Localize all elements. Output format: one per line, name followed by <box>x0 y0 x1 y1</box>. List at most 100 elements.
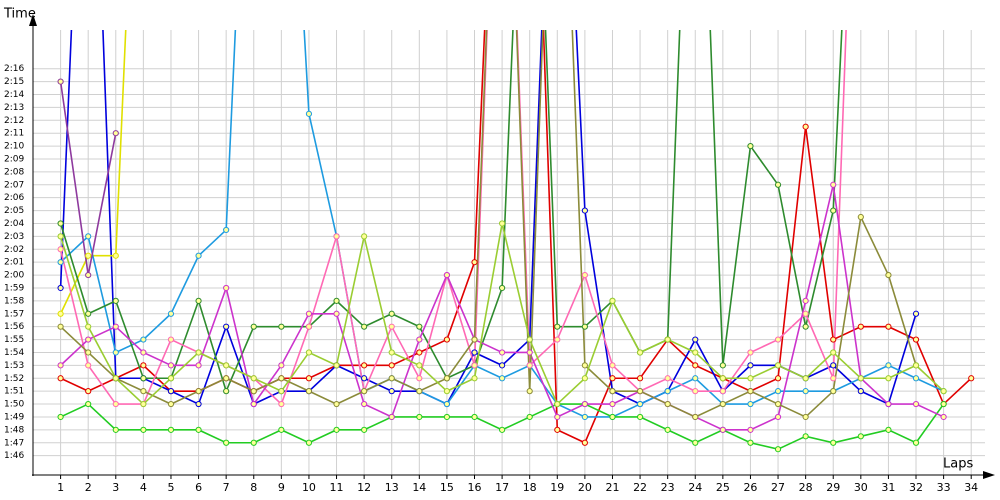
lap-point <box>361 233 368 240</box>
lap-point <box>581 207 588 214</box>
y-tick-label: 2:01 <box>4 258 24 268</box>
lap-point <box>664 426 671 433</box>
lap-point <box>499 426 506 433</box>
lap-point <box>112 400 119 408</box>
y-tick-label: 2:16 <box>4 64 24 74</box>
lap-point <box>471 375 478 382</box>
lap-point <box>719 400 726 408</box>
lap-point <box>719 375 726 382</box>
lap-point <box>305 388 313 395</box>
lap-point <box>140 400 147 408</box>
lap-point <box>581 323 588 330</box>
lap-point <box>333 233 340 240</box>
lap-point <box>581 439 588 446</box>
lap-point <box>167 336 175 343</box>
lap-point <box>581 362 588 369</box>
lap-point <box>692 375 699 382</box>
y-tick-label: 1:47 <box>4 438 24 448</box>
x-tick-label: 20 <box>578 481 592 494</box>
x-tick-label: 8 <box>250 481 257 494</box>
lap-point <box>885 362 892 369</box>
lap-point <box>416 336 423 343</box>
series-line <box>59 30 843 394</box>
lap-point <box>692 336 699 343</box>
lap-point <box>443 388 451 395</box>
lap-point <box>361 323 368 330</box>
lap-point <box>774 362 782 369</box>
x-tick-label: 28 <box>799 481 813 494</box>
lap-point <box>885 323 892 330</box>
lap-point <box>388 310 395 317</box>
lap-point <box>774 388 782 395</box>
lap-point <box>609 297 616 304</box>
lap-point <box>112 426 119 433</box>
x-tick-label: 21 <box>605 481 619 494</box>
lap-point <box>581 400 588 408</box>
lap-point <box>195 388 202 395</box>
y-tick-label: 1:54 <box>4 348 24 358</box>
x-tick-label: 32 <box>909 481 923 494</box>
lap-point <box>112 323 119 330</box>
lap-point <box>195 400 202 408</box>
lap-point <box>85 310 92 317</box>
y-tick-label: 1:53 <box>4 361 24 371</box>
lap-point <box>57 375 64 382</box>
lap-point <box>140 388 147 395</box>
lap-point <box>223 226 230 234</box>
lap-point <box>278 362 285 369</box>
lap-point <box>747 388 754 395</box>
lap-point <box>554 426 561 433</box>
y-tick-label: 2:14 <box>4 90 24 100</box>
lap-point <box>857 375 864 382</box>
y-tick-label: 1:56 <box>4 322 24 332</box>
lap-point <box>85 323 92 330</box>
x-tick-label: 12 <box>357 481 371 494</box>
lap-point <box>719 362 726 369</box>
lap-point <box>774 336 782 343</box>
lap-point <box>388 413 395 421</box>
lap-point <box>361 362 368 369</box>
lap-point <box>112 252 119 259</box>
lap-point <box>471 362 478 369</box>
lap-point <box>57 310 64 317</box>
lap-point <box>471 413 478 421</box>
lap-point <box>223 323 230 330</box>
y-arrow <box>29 14 37 26</box>
lap-point <box>830 439 837 446</box>
lap-point <box>278 323 285 330</box>
lap-point <box>85 252 92 259</box>
lap-point <box>802 433 809 440</box>
lap-point <box>912 310 920 317</box>
lap-point <box>774 375 782 382</box>
x-tick-label: 1 <box>57 481 64 494</box>
lap-point <box>361 400 368 408</box>
x-tick-label: 3 <box>112 481 119 494</box>
lap-point <box>305 439 313 446</box>
x-tick-label: 19 <box>550 481 564 494</box>
lap-point <box>636 413 644 421</box>
lap-point <box>554 400 561 408</box>
series-line <box>59 30 917 406</box>
lap-point <box>278 426 285 433</box>
lap-point <box>609 362 616 369</box>
y-tick-label: 1:49 <box>4 412 24 422</box>
lap-point <box>940 413 947 421</box>
lap-point <box>526 388 533 395</box>
lap-point <box>57 259 64 266</box>
lap-point <box>388 323 395 330</box>
lap-point <box>664 375 671 382</box>
y-tick-label: 2:09 <box>4 154 24 164</box>
lap-point <box>140 362 147 369</box>
x-tick-label: 16 <box>468 481 482 494</box>
lap-point <box>636 375 644 382</box>
lap-point <box>85 388 92 395</box>
lap-point <box>57 362 64 369</box>
x-tick-label: 24 <box>688 481 702 494</box>
lap-point <box>250 439 257 446</box>
lap-point <box>250 375 257 382</box>
lap-point <box>85 362 92 369</box>
y-tick-label: 2:05 <box>4 206 24 216</box>
x-tick-label: 18 <box>523 481 537 494</box>
lap-point <box>85 336 92 343</box>
lap-point <box>278 375 285 382</box>
